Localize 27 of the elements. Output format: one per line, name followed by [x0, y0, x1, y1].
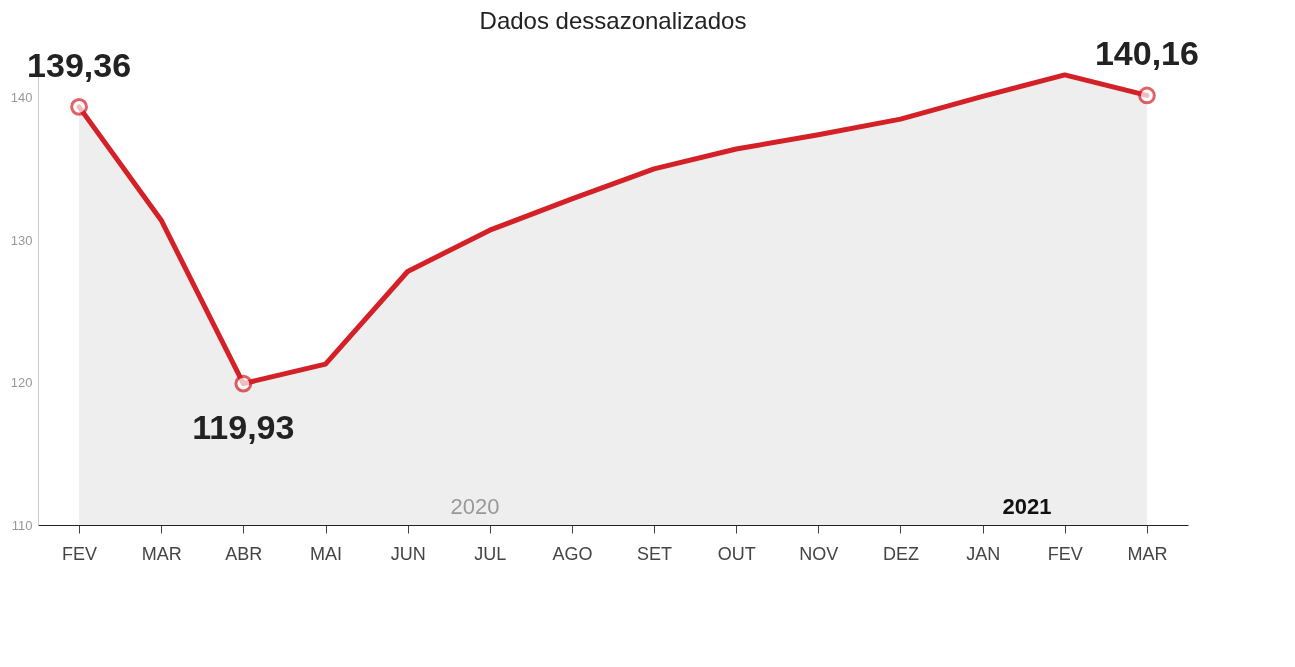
x-tick-label: FEV	[62, 543, 98, 564]
y-tick-label: 140	[10, 90, 33, 106]
x-tick-label: JUL	[474, 543, 507, 564]
x-tick-label: AGO	[552, 543, 593, 564]
y-tick-label: 120	[10, 375, 33, 391]
x-tick-label: ABR	[225, 543, 263, 564]
point	[234, 374, 253, 393]
x-tick-label: FEV	[1047, 543, 1083, 564]
x-tick-label: OUT	[717, 543, 756, 564]
chart-title: Dados dessazonalizados	[479, 7, 747, 35]
x-tick-label: SET	[637, 543, 673, 564]
x-tick-label: JUN	[390, 543, 426, 564]
data-label: 119,93	[192, 407, 295, 446]
x-tick-label: MAR	[1127, 543, 1168, 564]
annotation: 2020	[450, 494, 500, 519]
x-tick-label: JAN	[966, 543, 1001, 564]
y-tick-label: 130	[10, 232, 33, 248]
y-tick-label: 110	[11, 517, 33, 533]
data-label: 139,36	[27, 45, 132, 84]
x-tick-label: NOV	[799, 543, 839, 564]
point	[1138, 86, 1156, 105]
x-tick-label: MAI	[309, 543, 343, 564]
x-tick-label: MAR	[141, 543, 182, 564]
point	[70, 97, 88, 116]
data-label: 140,16	[1094, 34, 1199, 73]
annotation: 2021	[1002, 494, 1052, 519]
x-tick-label: DEZ	[883, 543, 919, 564]
